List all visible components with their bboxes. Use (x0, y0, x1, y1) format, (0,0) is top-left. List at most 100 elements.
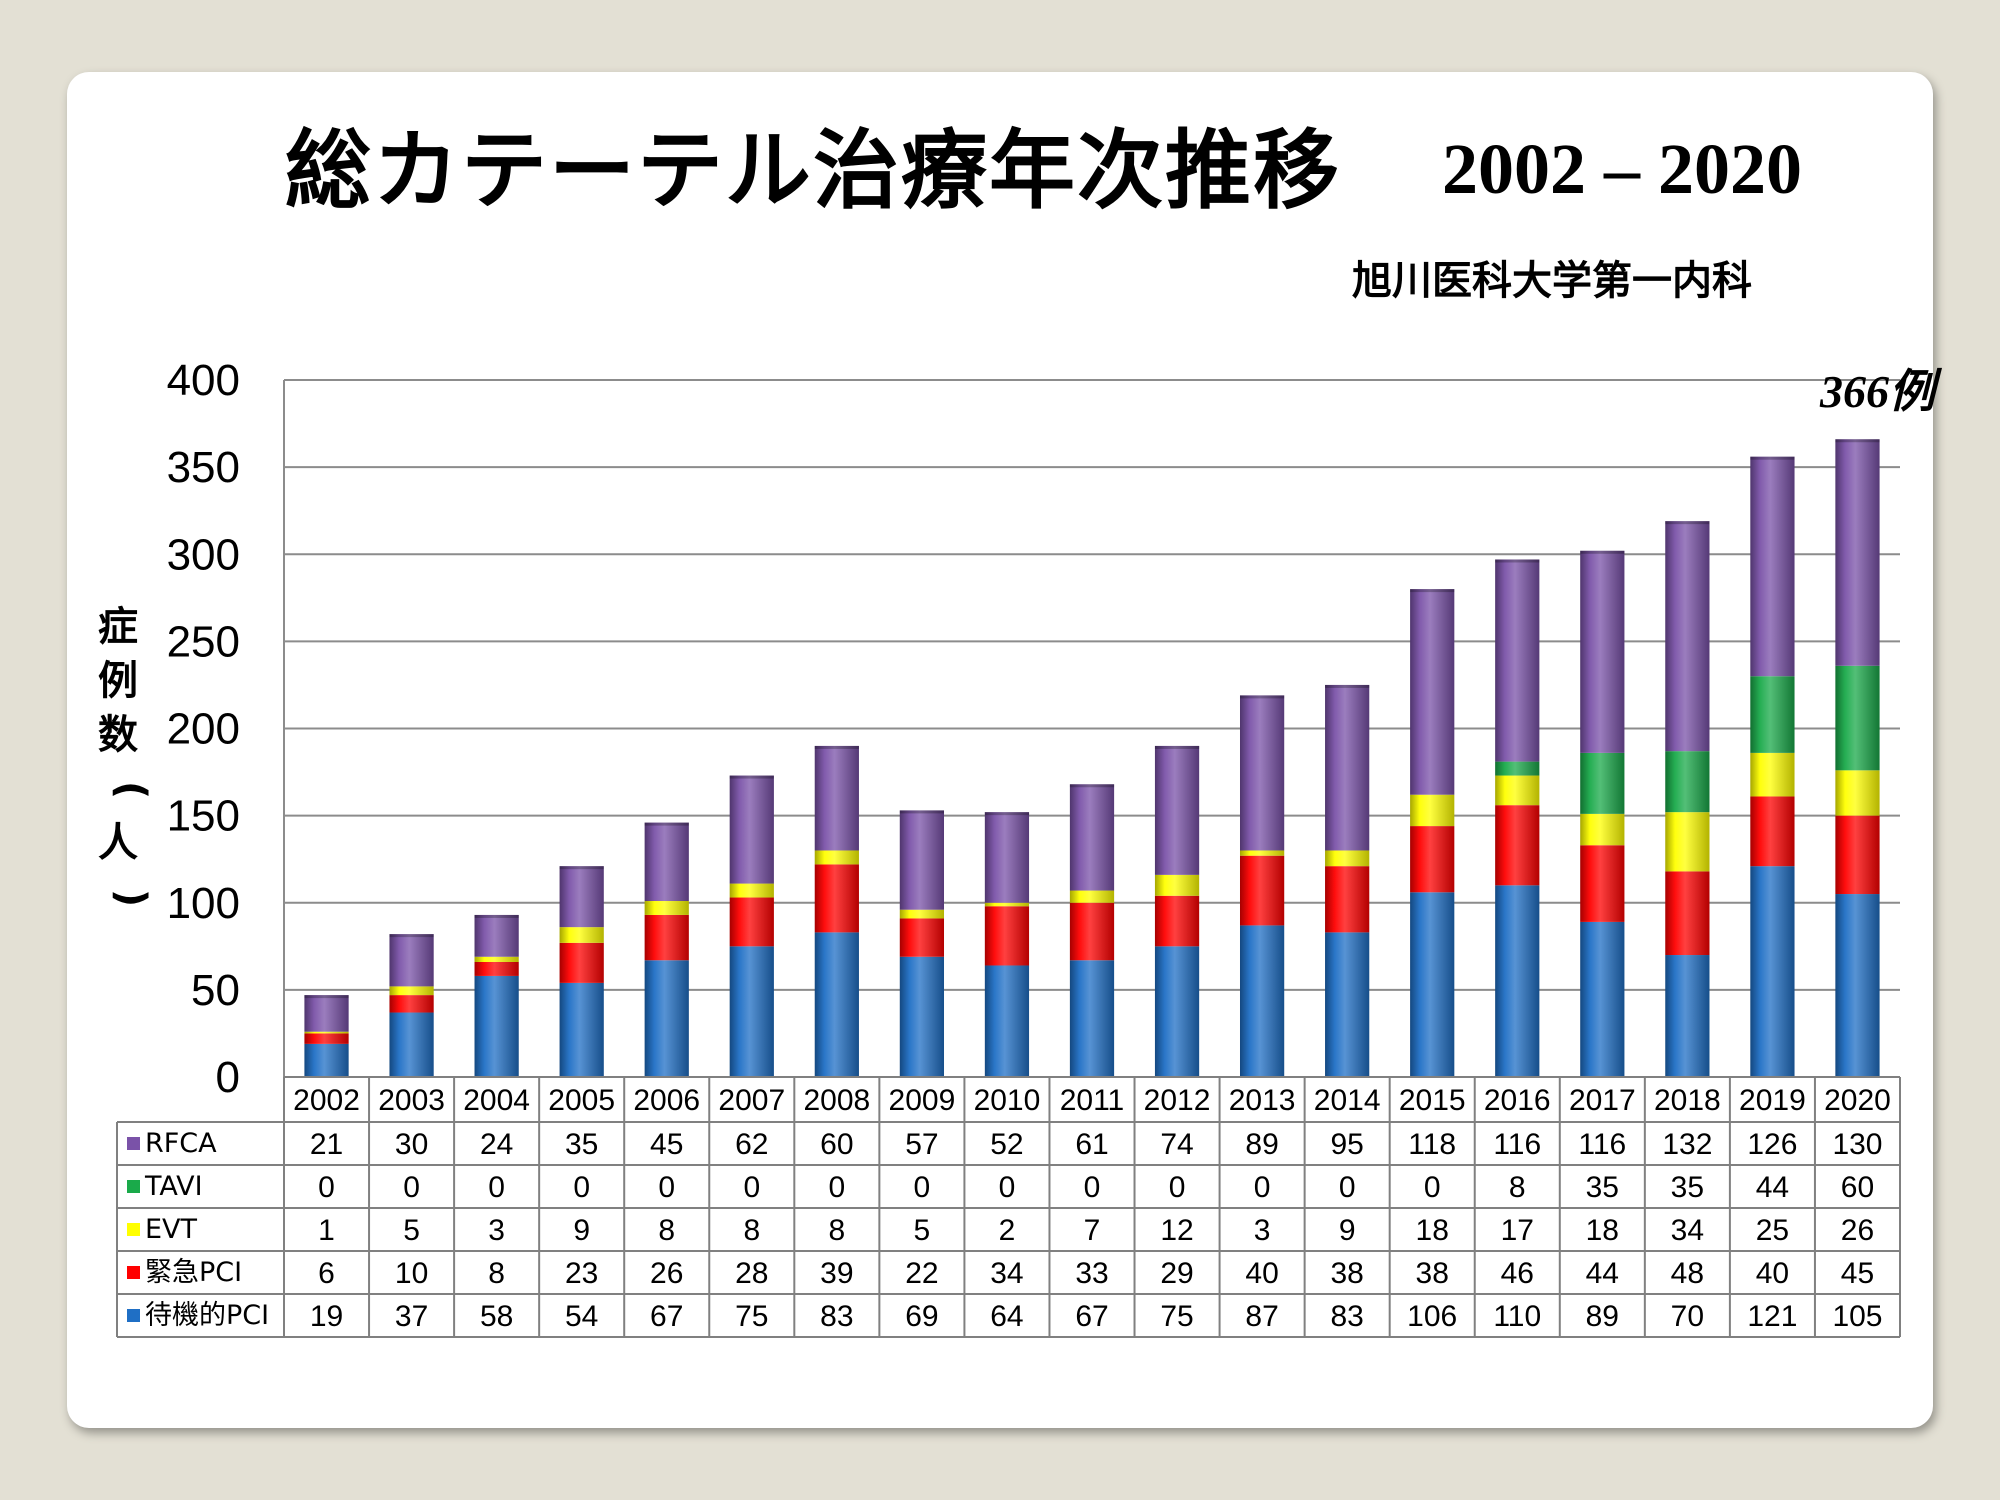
bar-top-edge (729, 775, 774, 779)
bar-segment (1410, 892, 1455, 1077)
y-axis-label-char: 症 (98, 604, 138, 650)
bar-top-edge (984, 812, 1030, 816)
table-cell-value: 116 (1493, 1128, 1541, 1161)
table-cell-value: 48 (1671, 1257, 1704, 1290)
bar-segment (1580, 813, 1625, 846)
bar-segment (729, 946, 774, 1077)
y-tick-label: 150 (167, 792, 240, 841)
table-cell-value: 1 (318, 1214, 335, 1247)
table-header-year: 2011 (1060, 1084, 1125, 1117)
table-cell-value: 35 (1586, 1171, 1619, 1204)
bar-segment (1154, 946, 1200, 1077)
bar-segment (1835, 815, 1880, 895)
table-cell-value: 26 (1841, 1214, 1874, 1247)
bar-segment (1325, 850, 1370, 867)
bar-segment (474, 961, 519, 976)
table-cell-value: 89 (1586, 1300, 1619, 1333)
bar-segment (474, 975, 519, 1077)
table-cell-value: 0 (403, 1171, 420, 1204)
bar-segment (559, 942, 604, 983)
bar-segment (559, 927, 604, 943)
table-header-year: 2002 (293, 1084, 360, 1117)
table-cell-value: 110 (1493, 1300, 1541, 1333)
bar-top-edge (474, 914, 519, 918)
y-axis-label: 症例数 (人) (98, 604, 154, 907)
bar-segment (1410, 589, 1455, 795)
y-axis-label-char: 人 (98, 820, 138, 866)
bar-segment (389, 1012, 434, 1077)
bar-top-edge (559, 866, 604, 870)
bar-segment (1495, 885, 1540, 1077)
bar-segment (1239, 850, 1285, 856)
table-cell-value: 7 (1084, 1214, 1101, 1247)
bar-segment (729, 883, 774, 898)
table-series-name: 緊急PCI (145, 1257, 242, 1288)
table-cell-value: 75 (735, 1300, 768, 1333)
y-tick-label: 100 (167, 879, 240, 928)
bar-segment (1750, 752, 1795, 797)
table-cell-value: 0 (1169, 1171, 1186, 1204)
table-cell-value: 25 (1756, 1214, 1789, 1247)
bar-top-edge (1069, 784, 1115, 788)
table-cell-value: 75 (1160, 1300, 1193, 1333)
table-cell-value: 57 (905, 1128, 938, 1161)
table-cell-value: 26 (650, 1257, 683, 1290)
bar-segment (1154, 874, 1200, 896)
bar-segment (1580, 752, 1625, 814)
bar-segment (474, 956, 519, 962)
table-cell-value: 5 (914, 1214, 931, 1247)
table-cell-value: 5 (403, 1214, 420, 1247)
bar-segment (559, 866, 604, 928)
table-cell-value: 40 (1245, 1257, 1278, 1290)
table-cell-value: 44 (1586, 1257, 1619, 1290)
table-cell-value: 52 (990, 1128, 1023, 1161)
bar-segment (1239, 855, 1285, 926)
bar-segment (729, 775, 774, 884)
table-cell-value: 116 (1578, 1128, 1626, 1161)
bar-segment (1239, 695, 1285, 851)
bar-top-edge (814, 745, 859, 749)
y-tick-label: 400 (167, 356, 240, 405)
bar-segment (1665, 751, 1710, 813)
table-cell-value: 39 (820, 1257, 853, 1290)
bar-segment (389, 934, 434, 987)
table-cell-value: 89 (1245, 1128, 1278, 1161)
bar-segment (1580, 921, 1625, 1077)
table-cell-value: 67 (1075, 1300, 1108, 1333)
table-cell-value: 18 (1416, 1214, 1449, 1247)
table-cell-value: 0 (743, 1171, 760, 1204)
bar-segment (899, 909, 945, 919)
bar-segment (304, 1043, 349, 1077)
bar-segment (304, 1033, 349, 1044)
table-cell-value: 106 (1407, 1300, 1457, 1333)
bar-segment (1495, 761, 1540, 776)
table-cell-value: 67 (650, 1300, 683, 1333)
table-cell-value: 12 (1160, 1214, 1193, 1247)
bar-segment (1750, 866, 1795, 1077)
bar-segment (1325, 684, 1370, 851)
bar-segment (1580, 550, 1625, 753)
table-cell-value: 0 (658, 1171, 675, 1204)
table-header-year: 2013 (1229, 1084, 1296, 1117)
bar-segment (814, 864, 859, 933)
table-cell-value: 34 (1671, 1214, 1704, 1247)
table-header-year: 2007 (718, 1084, 785, 1117)
table-cell-value: 2 (999, 1214, 1016, 1247)
table-cell-value: 19 (310, 1300, 343, 1333)
bar-segment (984, 906, 1030, 966)
table-header-year: 2008 (803, 1084, 870, 1117)
table-cell-value: 105 (1832, 1300, 1882, 1333)
bar-segment (1665, 955, 1710, 1077)
data-table: 2002 2003 2004 2005 2006 2007 2008 2009 2010 2011… (116, 1076, 1901, 1338)
table-cell-value: 58 (480, 1300, 513, 1333)
bar-segment (899, 810, 945, 910)
bar-segment (1750, 456, 1795, 677)
table-header-year: 2004 (463, 1084, 530, 1117)
bar-segment (559, 982, 604, 1077)
bar-segment (644, 901, 689, 915)
table-cell-value: 0 (1084, 1171, 1101, 1204)
bar-top-edge (1325, 684, 1370, 688)
table-cell-value: 130 (1832, 1128, 1882, 1161)
table-cell-value: 29 (1160, 1257, 1193, 1290)
